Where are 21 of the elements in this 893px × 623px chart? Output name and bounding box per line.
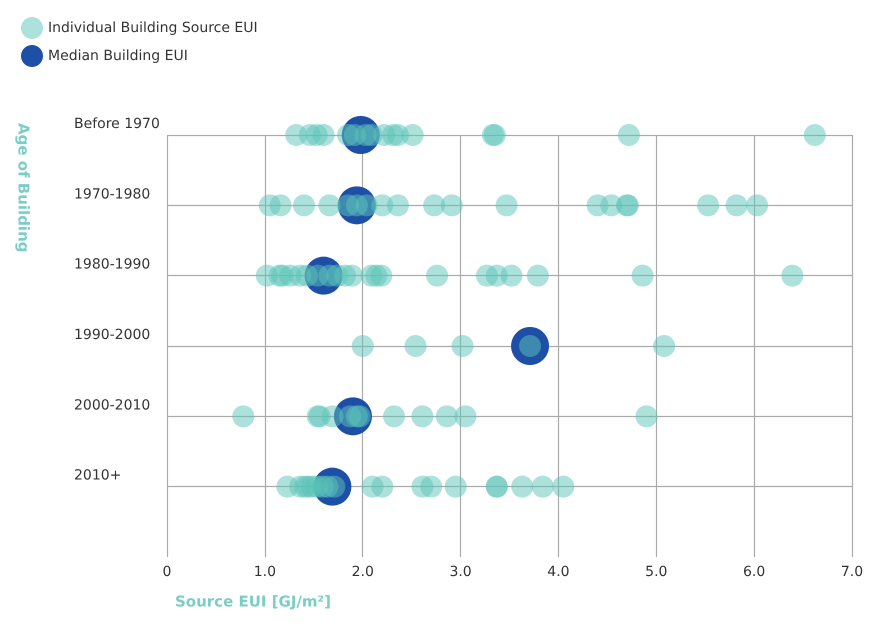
point [334, 397, 372, 436]
y-tick-label: 1980-1990 [74, 256, 150, 273]
x-tick-label: 6.0 [743, 564, 766, 580]
y-tick-label: 1990-2000 [74, 327, 150, 343]
x-tick-label: 0 [162, 564, 172, 580]
legend-label: Median Building EUI [48, 48, 188, 64]
legend-label: Individual Building Source EUI [48, 20, 258, 36]
x-tick-label: 5.0 [645, 564, 668, 580]
point [511, 327, 550, 365]
y-axis-title: Age of Building [14, 123, 32, 252]
x-tick-label: 3.0 [449, 564, 472, 580]
x-axis-title: Source EUI [GJ/m²] [175, 592, 331, 610]
y-tick-label: 2010+ [74, 468, 122, 484]
x-tick-label: 2.0 [352, 564, 374, 580]
y-tick-label: 1970-1980 [74, 186, 150, 202]
y-tick-label: 2000-2010 [74, 397, 150, 414]
x-tick-label: 7.0 [840, 564, 864, 580]
x-tick-label: 4.0 [547, 564, 570, 580]
point [313, 468, 352, 506]
x-tick-label: 1.0 [254, 564, 276, 580]
y-tick-label: Before 1970 [74, 116, 160, 132]
